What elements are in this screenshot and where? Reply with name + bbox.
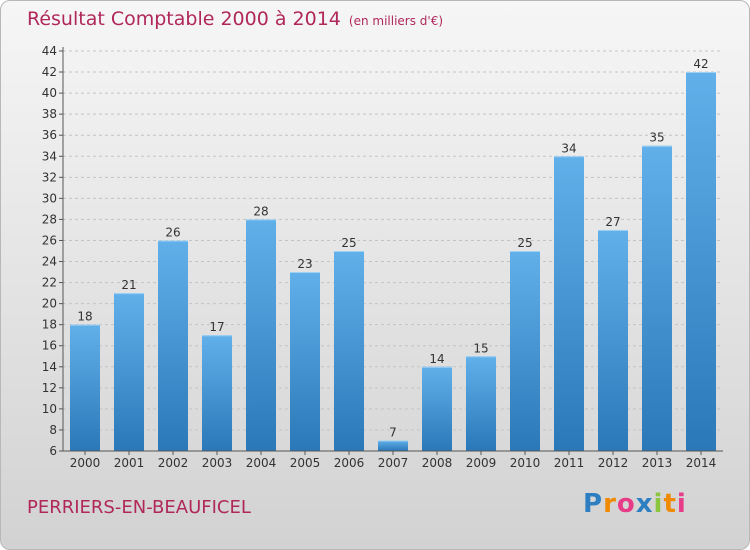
x-tick-label: 2001 — [114, 456, 145, 470]
x-tick-label: 2008 — [422, 456, 453, 470]
bar-2012 — [598, 229, 628, 451]
axis-layer: 6 8 10 12 14 16 18 20 22 24 26 28 30 32 34 36 38 40 42 44 20… — [42, 44, 723, 470]
value-label: 21 — [121, 278, 136, 292]
value-label: 42 — [693, 57, 708, 71]
y-tick-label: 42 — [42, 65, 57, 79]
value-label: 27 — [605, 215, 620, 229]
logo-letter: i — [653, 489, 664, 519]
y-tick-label: 22 — [42, 276, 57, 290]
y-tick-label: 14 — [42, 360, 57, 374]
value-label: 7 — [389, 425, 397, 439]
bar-2002 — [158, 240, 188, 451]
logo-letter: x — [635, 489, 654, 519]
y-tick-label: 20 — [42, 297, 57, 311]
x-tick-label: 2002 — [158, 456, 189, 470]
bar-2008 — [422, 366, 452, 451]
x-tick-label: 2012 — [598, 456, 629, 470]
bar-2003 — [202, 335, 232, 451]
logo-letter: o — [616, 489, 636, 519]
x-tick-label: 2006 — [334, 456, 365, 470]
x-tick-label: 2010 — [510, 456, 541, 470]
y-tick-label: 44 — [42, 44, 57, 58]
bar-2004 — [246, 219, 276, 451]
bar-2010 — [510, 251, 540, 451]
bar-2007 — [378, 440, 408, 451]
bar-2005 — [290, 272, 320, 451]
value-label: 35 — [649, 131, 664, 145]
y-tick-label: 32 — [42, 170, 57, 184]
y-tick-label: 12 — [42, 381, 57, 395]
y-tick-label: 18 — [42, 318, 57, 332]
bar-2006 — [334, 251, 364, 451]
y-tick-label: 16 — [42, 339, 57, 353]
y-tick-label: 36 — [42, 128, 57, 142]
value-label: 14 — [429, 352, 444, 366]
value-label: 15 — [473, 341, 488, 355]
x-tick-label: 2004 — [246, 456, 277, 470]
value-label: 25 — [341, 236, 356, 250]
proxiti-logo[interactable]: Proxiti — [583, 489, 687, 519]
bar-2000 — [70, 324, 100, 451]
x-tick-label: 2003 — [202, 456, 233, 470]
y-tick-label: 24 — [42, 255, 57, 269]
x-tick-label: 2011 — [554, 456, 585, 470]
x-tick-label: 2013 — [642, 456, 673, 470]
x-tick-label: 2000 — [70, 456, 101, 470]
commune-name: PERRIERS-EN-BEAUFICEL — [27, 497, 251, 518]
bar-2013 — [642, 145, 672, 451]
value-label: 26 — [165, 225, 180, 239]
bar-2011 — [554, 156, 584, 451]
y-tick-label: 8 — [49, 423, 57, 437]
x-tick-label: 2005 — [290, 456, 321, 470]
bar-2001 — [114, 293, 144, 451]
value-label: 25 — [517, 236, 532, 250]
y-tick-label: 6 — [49, 444, 57, 458]
logo-letter: i — [676, 489, 687, 519]
bar-2009 — [466, 356, 496, 451]
chart-title: Résultat Comptable 2000 à 2014 (en millie… — [27, 8, 443, 30]
chart-title-text: Résultat Comptable 2000 à 2014 — [27, 8, 341, 30]
logo-letter: t — [663, 489, 677, 519]
y-tick-label: 10 — [42, 402, 57, 416]
y-tick-label: 38 — [42, 107, 57, 121]
logo-letter: r — [603, 489, 617, 519]
bar-2014 — [686, 72, 716, 451]
bar-layer: 18 21 26 17 28 23 25 7 14 15 25 34 27 35 42 — [70, 57, 716, 451]
y-tick-label: 26 — [42, 233, 57, 247]
value-label: 28 — [253, 204, 268, 218]
y-tick-label: 40 — [42, 86, 57, 100]
value-label: 23 — [297, 257, 312, 271]
value-label: 17 — [209, 320, 224, 334]
y-tick-label: 28 — [42, 212, 57, 226]
value-label: 18 — [77, 310, 92, 324]
x-tick-label: 2014 — [686, 456, 717, 470]
chart-unit-note: (en milliers d'€) — [348, 14, 444, 28]
x-tick-label: 2009 — [466, 456, 497, 470]
value-label: 34 — [561, 141, 576, 155]
y-tick-label: 34 — [42, 149, 57, 163]
logo-letter: P — [583, 489, 604, 519]
x-tick-label: 2007 — [378, 456, 409, 470]
y-tick-label: 30 — [42, 191, 57, 205]
